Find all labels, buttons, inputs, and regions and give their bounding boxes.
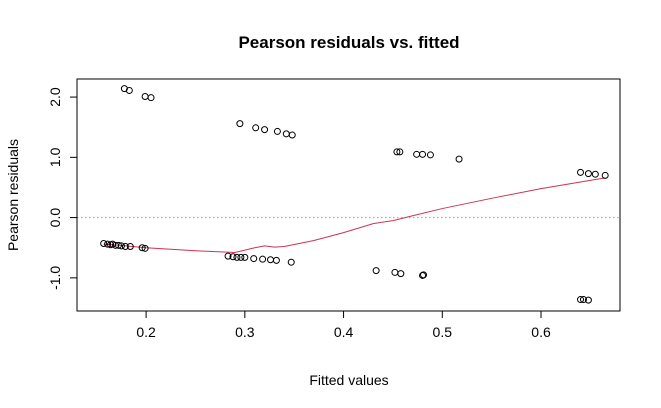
y-tick-label: 0.0 xyxy=(47,208,63,228)
data-point xyxy=(393,148,401,156)
x-tick-label: 0.3 xyxy=(235,324,255,340)
x-tick-label: 0.6 xyxy=(531,324,551,340)
data-point xyxy=(419,150,427,158)
chart-title: Pearson residuals vs. fitted xyxy=(238,33,459,52)
data-point xyxy=(114,241,122,249)
data-point xyxy=(273,127,281,135)
data-point xyxy=(241,253,249,261)
data-point xyxy=(282,130,290,138)
data-point xyxy=(138,244,146,252)
x-axis-label: Fitted values xyxy=(309,372,388,388)
data-point xyxy=(272,256,280,264)
y-tick-label: 1.0 xyxy=(47,147,63,167)
x-tick-label: 0.4 xyxy=(334,324,354,340)
data-point xyxy=(397,270,405,278)
data-point xyxy=(141,92,149,100)
data-point xyxy=(267,256,275,264)
data-point xyxy=(259,255,267,263)
data-point xyxy=(224,252,232,260)
data-point xyxy=(250,255,258,263)
data-point xyxy=(601,171,609,179)
data-point xyxy=(233,253,241,261)
smooth-trend-line xyxy=(103,177,606,254)
y-tick-label: 2.0 xyxy=(47,87,63,107)
plot-border xyxy=(76,78,621,312)
data-point xyxy=(591,170,599,178)
data-point xyxy=(391,268,399,276)
data-point xyxy=(252,124,260,132)
data-point xyxy=(413,150,421,158)
data-point xyxy=(117,242,125,250)
data-point xyxy=(577,168,585,176)
data-point xyxy=(125,86,133,94)
data-point xyxy=(121,243,129,251)
data-point xyxy=(396,148,404,156)
data-point xyxy=(372,267,380,275)
data-point xyxy=(104,240,112,248)
data-point xyxy=(420,271,428,279)
data-point xyxy=(236,120,244,128)
x-tick-label: 0.5 xyxy=(433,324,453,340)
data-point xyxy=(141,244,149,252)
y-tick-label: -1.0 xyxy=(47,266,63,290)
data-point xyxy=(577,296,585,304)
data-point xyxy=(455,155,463,163)
x-tick-label: 0.2 xyxy=(136,324,156,340)
data-point xyxy=(237,253,245,261)
data-point xyxy=(229,253,237,261)
data-point xyxy=(288,131,296,139)
data-point xyxy=(147,94,155,102)
data-point xyxy=(579,296,587,304)
data-point xyxy=(584,296,592,304)
data-point xyxy=(261,126,269,134)
data-point xyxy=(100,240,108,248)
y-axis-label: Pearson residuals xyxy=(5,139,21,251)
data-point xyxy=(126,243,134,251)
data-point xyxy=(584,170,592,178)
data-point xyxy=(287,258,295,266)
data-point xyxy=(120,85,128,93)
x-axis: 0.2 0.3 0.4 0.5 0.6 xyxy=(136,310,551,340)
y-axis: -1.0 0.0 1.0 2.0 xyxy=(47,87,78,290)
data-point xyxy=(426,151,434,159)
